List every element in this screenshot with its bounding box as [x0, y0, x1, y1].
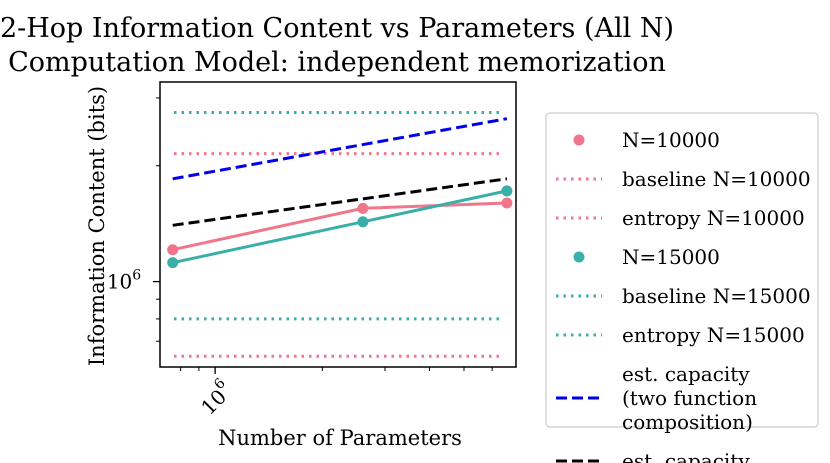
plot-area: 106 106 [107, 81, 517, 420]
series-n-15000-point [357, 216, 369, 228]
legend: N=10000 baseline N=10000 entropy N=10000 N=… [545, 112, 819, 463]
series-n-15000-point [167, 257, 179, 269]
plot-frame [159, 81, 517, 368]
legend-label: N=10000 [622, 128, 720, 152]
series-est-capacity-two-function-composition-line [172, 117, 508, 181]
legend-label: entropy N=10000 [622, 206, 805, 230]
series-n-15000-point [501, 185, 513, 197]
legend-label: est. capacity [622, 449, 750, 463]
legend-box [545, 112, 819, 428]
legend-label: baseline N=15000 [622, 284, 811, 308]
series-est-capacity-line [172, 177, 508, 227]
legend-label: composition) [622, 410, 753, 434]
x-axis-label: Number of Parameters [218, 426, 462, 450]
series-n-10000-point [501, 197, 513, 209]
y-tick-exponent: 6 [132, 268, 141, 284]
chart-title: 2-Hop Information Content vs Parameters … [0, 13, 674, 44]
y-tick-label: 106 [107, 268, 141, 294]
legend-label: baseline N=10000 [622, 167, 811, 191]
legend-marker [573, 251, 585, 263]
series-n-10000-point [167, 244, 179, 256]
x-tick-exponent: 6 [211, 375, 229, 393]
x-tick-label-group: 106 [193, 375, 238, 420]
series-n-10000-point [357, 202, 369, 214]
legend-label: (two function [622, 386, 757, 410]
y-axis-label: Information Content (bits) [85, 86, 109, 366]
chart-subtitle: Computation Model: independent memorizat… [8, 47, 666, 78]
x-tick-label: 106 [193, 375, 238, 420]
legend-label: N=15000 [622, 245, 720, 269]
legend-marker [573, 134, 585, 146]
legend-label: est. capacity [622, 362, 750, 386]
legend-label: entropy N=15000 [622, 323, 805, 347]
